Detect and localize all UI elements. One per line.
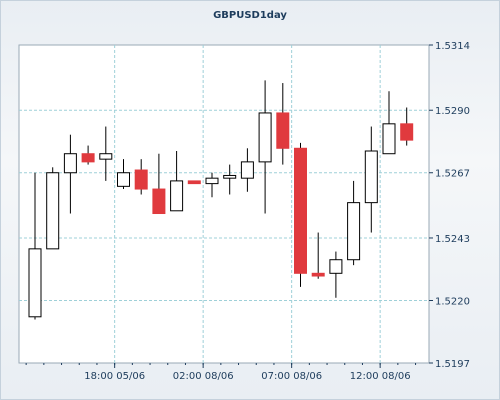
- candle-body-up: [223, 174, 237, 179]
- candle-body-down: [187, 180, 201, 185]
- candle-body-up: [240, 161, 254, 179]
- candle-body-down: [276, 112, 290, 149]
- chart-title: GBPUSD1day: [213, 10, 287, 21]
- y-tick-label: 1.5243: [435, 234, 470, 245]
- grid-layer: [19, 45, 429, 363]
- candle-body-up: [364, 150, 378, 204]
- candle-body-down: [152, 188, 166, 215]
- candle-body-up: [117, 172, 130, 187]
- candle-body-up: [46, 172, 60, 250]
- y-tick-label: 1.5290: [435, 106, 470, 117]
- candle-body-down: [311, 272, 325, 277]
- candle-body-down: [81, 153, 95, 163]
- candle-body-up: [99, 153, 113, 160]
- candle-body-up: [258, 112, 272, 163]
- x-tick-label: 02:00 08/06: [173, 371, 234, 382]
- candle-body-up: [382, 123, 396, 155]
- y-tick-label: 1.5220: [435, 296, 470, 307]
- x-tick-label: 18:00 05/06: [84, 371, 145, 382]
- plot-area: [18, 44, 430, 364]
- axis-layer: 1.5314 1.5290 1.5267 1.5243 1.5220 1.5197 18:0…: [25, 41, 470, 382]
- candle-body-up: [28, 248, 42, 318]
- candle-body-up: [63, 153, 77, 174]
- y-tick-label: 1.5267: [435, 169, 470, 180]
- x-tick-label: 12:00 08/06: [350, 371, 411, 382]
- candle-layer: [28, 80, 414, 320]
- y-tick-label: 1.5314: [435, 41, 470, 52]
- candle-body-up: [170, 180, 184, 212]
- x-tick-label: 07:00 08/06: [261, 371, 322, 382]
- candle-body-down: [400, 123, 414, 141]
- candle-body-down: [134, 169, 148, 190]
- y-tick-label: 1.5197: [435, 359, 470, 370]
- candle-body-up: [329, 259, 343, 274]
- candle-body-up: [205, 177, 219, 185]
- candle-body-down: [294, 147, 307, 274]
- candle-body-up: [347, 202, 361, 261]
